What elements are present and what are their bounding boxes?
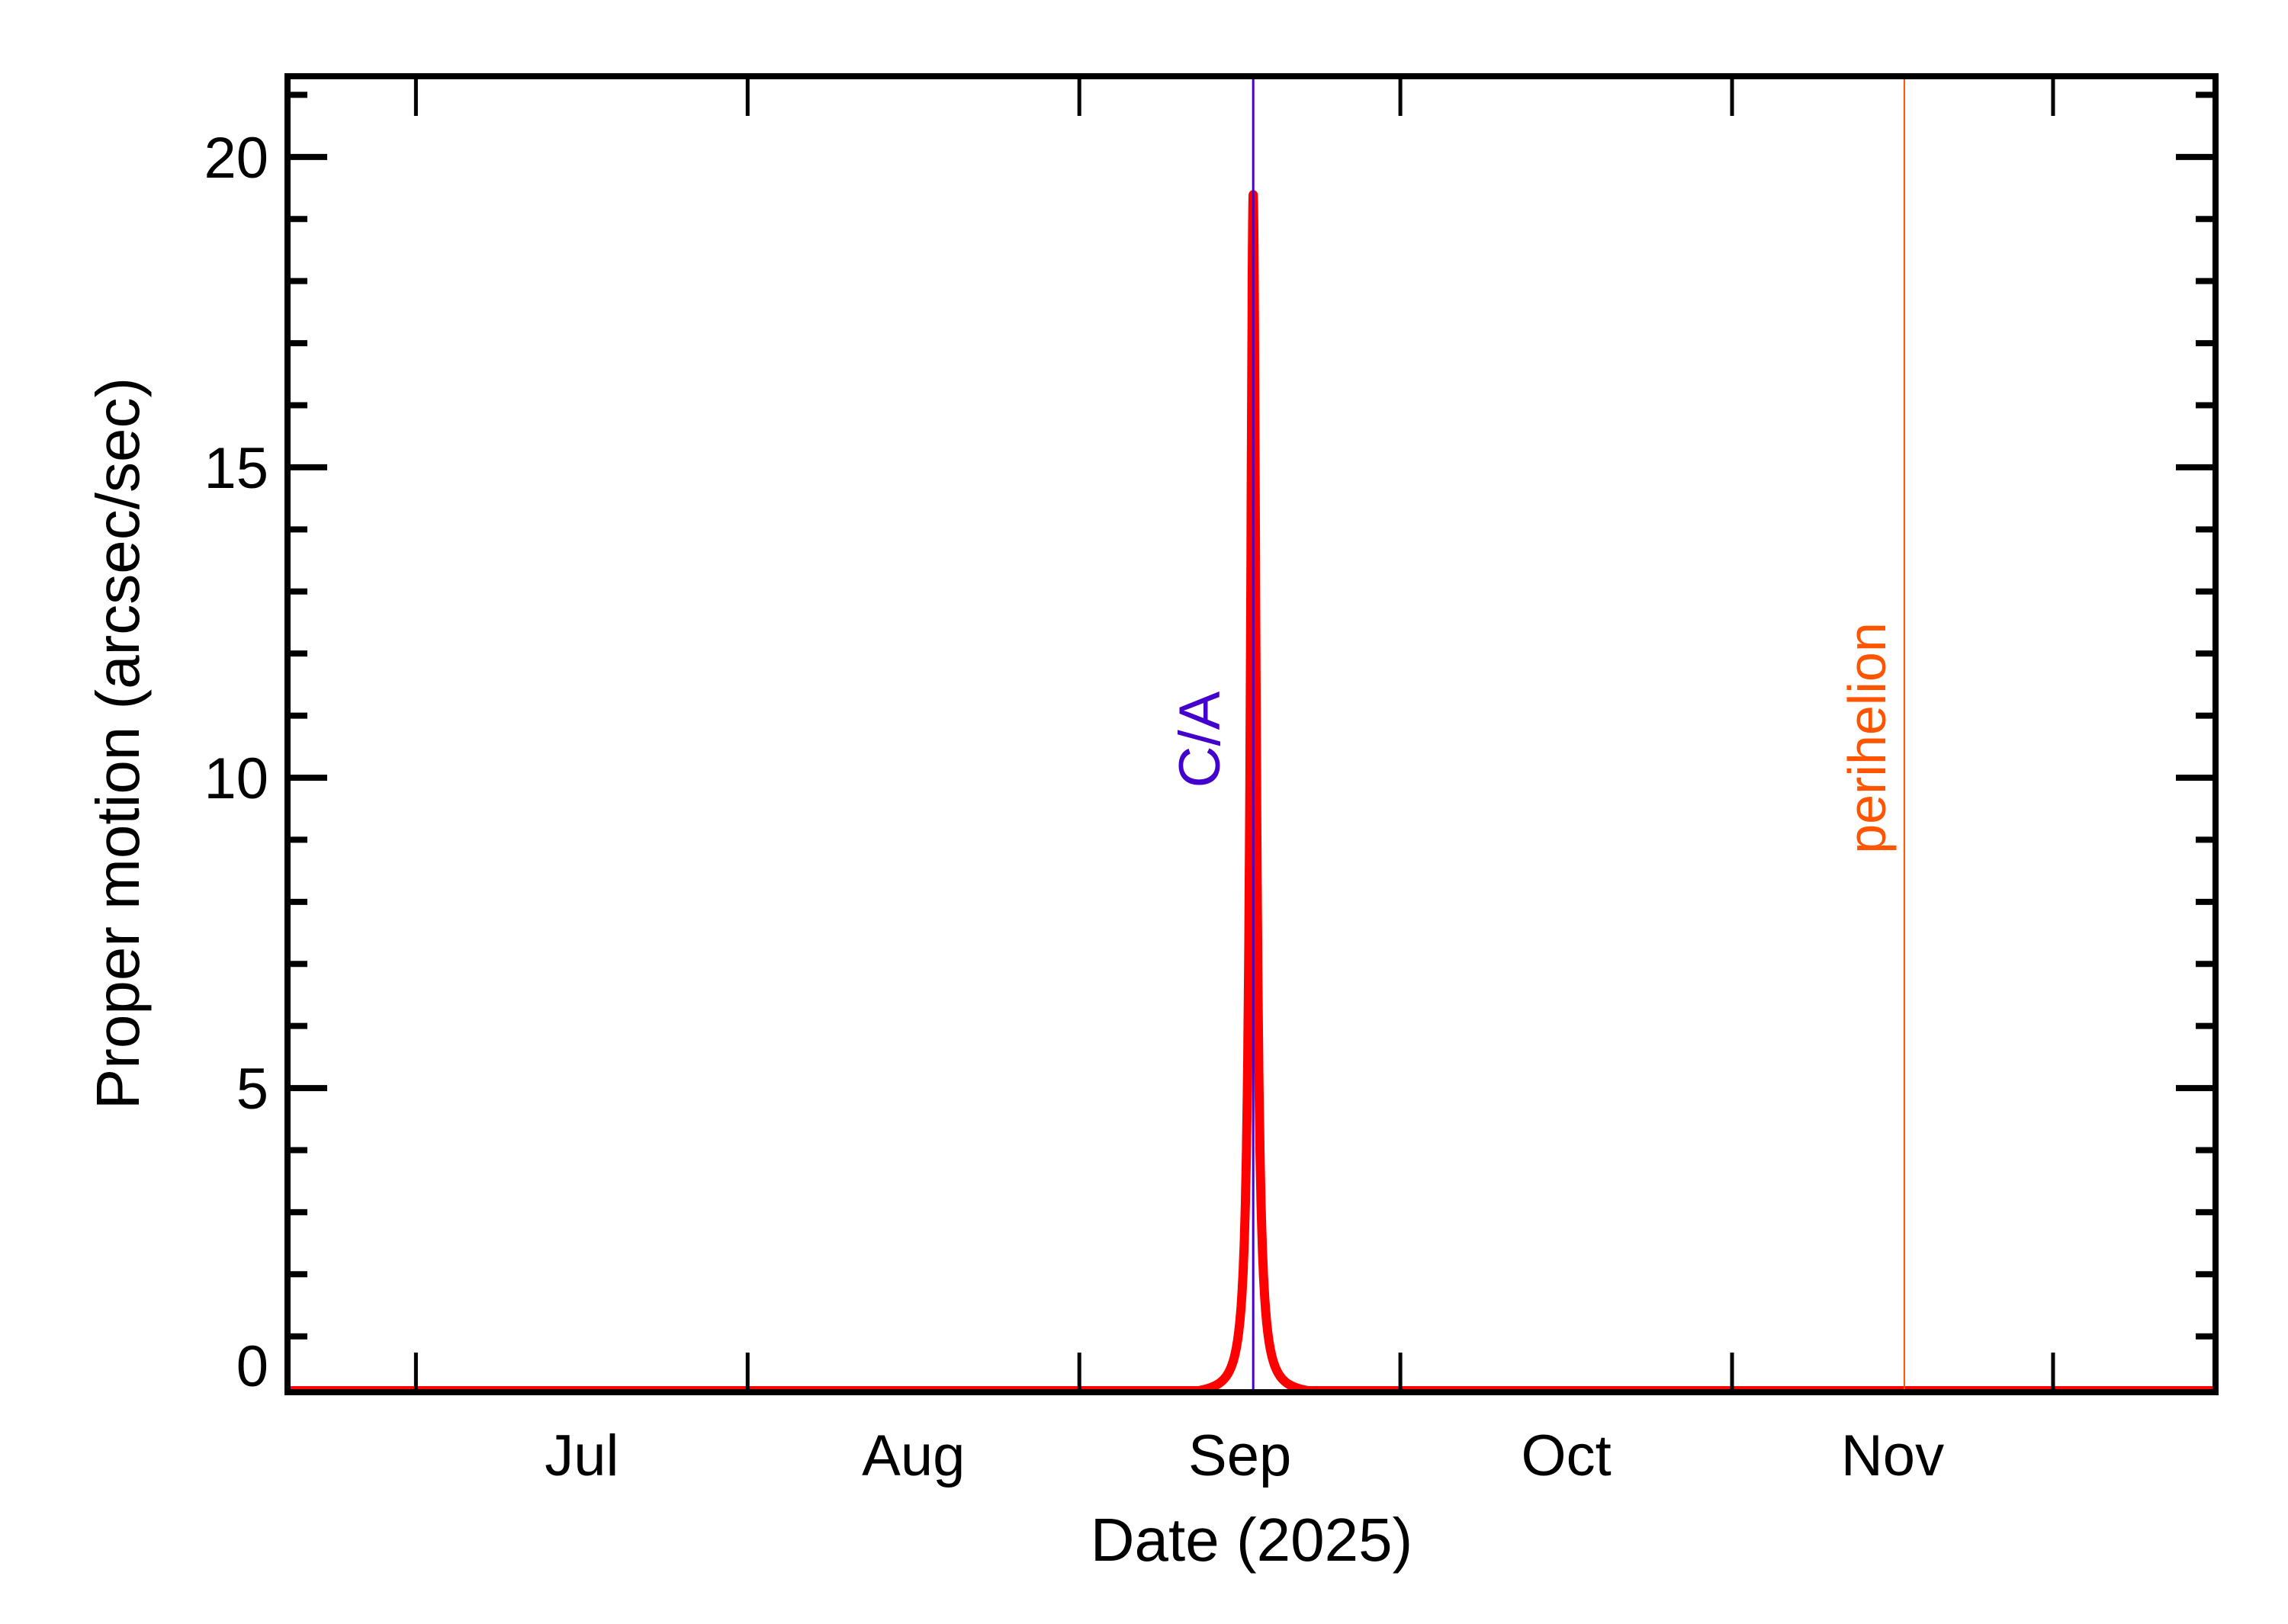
perihelion-label: perihelion: [1837, 622, 1897, 854]
y-tick-label: 0: [236, 1334, 268, 1399]
y-tick-label: 10: [204, 746, 268, 811]
x-tick-label: Nov: [1841, 1423, 1944, 1488]
annotation-lines: C/A perihelion: [1168, 76, 1905, 1392]
x-axis-title: Date (2025): [1091, 1506, 1412, 1574]
proper-motion-curve: [288, 190, 2216, 1395]
plot-axes: [284, 73, 2219, 1395]
x-tick-label: Sep: [1188, 1423, 1291, 1488]
axis-labels: Date (2025) Proper motion (arcsec/sec): [84, 377, 1412, 1574]
x-axis-ticks: Jul Aug Sep Oct Nov: [413, 76, 2055, 1488]
y-axis-ticks: 0 5 10 15 20: [204, 91, 2216, 1399]
y-tick-label: 15: [204, 436, 268, 501]
y-tick-label: 5: [236, 1057, 268, 1122]
x-tick-label: Jul: [545, 1423, 619, 1488]
closest-approach-label: C/A: [1168, 691, 1232, 788]
y-axis-title: Proper motion (arcsec/sec): [84, 377, 152, 1109]
y-tick-label: 20: [204, 126, 268, 191]
x-tick-label: Aug: [862, 1423, 965, 1488]
plot-frame: [284, 73, 2219, 1395]
proper-motion-line: [288, 190, 2216, 1395]
x-tick-label: Oct: [1521, 1423, 1611, 1488]
